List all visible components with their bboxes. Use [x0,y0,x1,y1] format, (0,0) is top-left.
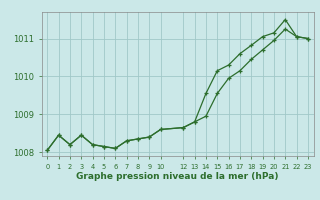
X-axis label: Graphe pression niveau de la mer (hPa): Graphe pression niveau de la mer (hPa) [76,172,279,181]
